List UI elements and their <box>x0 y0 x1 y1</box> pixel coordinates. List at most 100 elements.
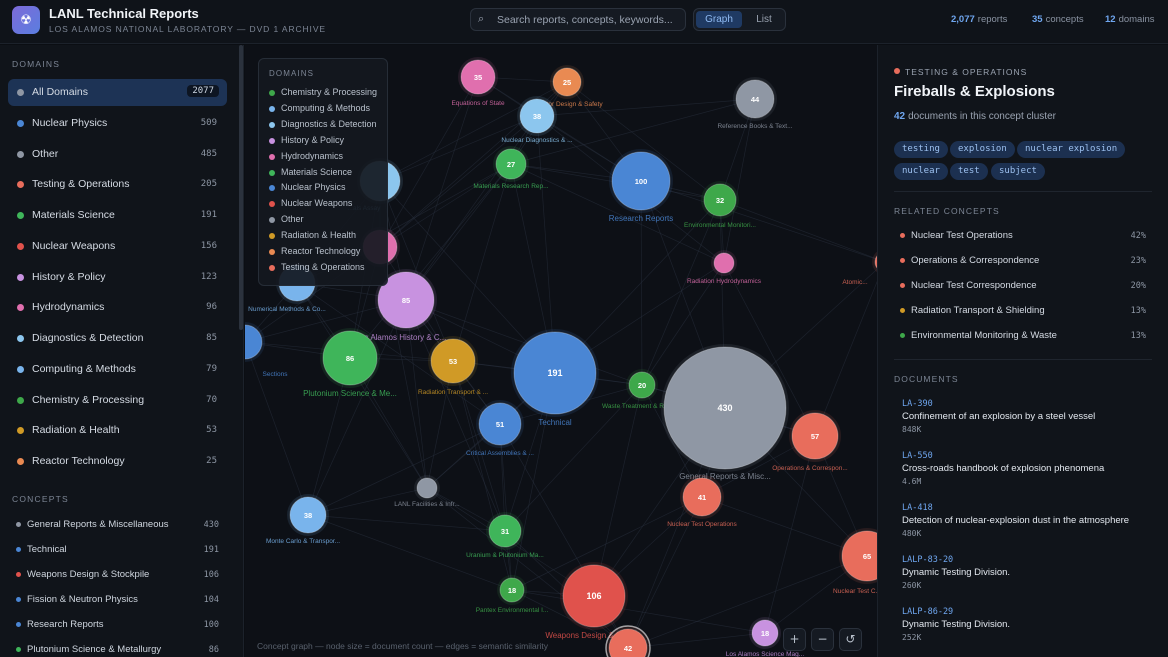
concept-item-research-reports[interactable]: Research Reports 100 <box>12 616 224 634</box>
document-id[interactable]: LALP-86-29 <box>902 607 954 617</box>
graph-node-research-reports[interactable]: 100 Research Reports <box>609 149 673 223</box>
legend-label: Nuclear Physics <box>281 182 346 193</box>
document-item-la-418[interactable]: LA-418 Detection of nuclear-explosion dus… <box>902 503 1152 547</box>
graph-edge <box>405 115 538 301</box>
detail-title: Fireballs & Explosions <box>894 83 1055 100</box>
graph-node-nuclear-test-c[interactable]: 65 Nuclear Test C... <box>833 528 877 595</box>
domains-stat: 12 domains <box>1105 14 1155 25</box>
concept-item-fission-and-neutron-physics[interactable]: Fission & Neutron Physics 104 <box>12 591 224 609</box>
graph-node-atomic[interactable]: Atomic... <box>842 249 877 286</box>
document-size: 4.6M <box>902 477 922 486</box>
graph-node-general-reports-and-misc[interactable]: 430 General Reports & Misc... <box>661 344 789 481</box>
graph-node-materials-research-rep[interactable]: 27 Materials Research Rep... <box>473 146 549 190</box>
related-item-radiation-transport-and-shielding[interactable]: Radiation Transport & Shielding 13% <box>894 303 1151 319</box>
domain-count: 156 <box>200 240 217 251</box>
graph-node-monte-carlo-and-transpor[interactable]: 38 Monte Carlo & Transpor... <box>266 494 340 545</box>
list-view-button[interactable]: List <box>756 14 772 25</box>
concept-item-technical[interactable]: Technical 191 <box>12 541 224 559</box>
document-item-la-550[interactable]: LA-550 Cross-roads handbook of explosion … <box>902 451 1152 495</box>
domain-item-reactor-technology[interactable]: Reactor Technology 25 <box>8 448 227 475</box>
graph-node-nuclear-test-operations[interactable]: 41 Nuclear Test Operations <box>667 475 738 528</box>
tag-subject[interactable]: subject <box>991 163 1045 180</box>
graph-node-los-alamos-history-and-c[interactable]: 85 Los Alamos History & C... <box>356 269 447 342</box>
graph-edge <box>379 180 556 374</box>
domain-item-all-domains[interactable]: All Domains 2077 <box>8 79 227 106</box>
document-item-lalp-83-20[interactable]: LALP-83-20 Dynamic Testing Division. 260K <box>902 555 1152 599</box>
graph-node-waste-treatment-and-reme[interactable]: 20 Waste Treatment & Reme... <box>602 369 682 410</box>
graph-node-reactor-design-and-safety[interactable]: 25 Reactor Design & Safety <box>531 65 603 108</box>
domain-item-chemistry-and-processing[interactable]: Chemistry & Processing 70 <box>8 387 227 414</box>
graph-node-radiation-transport-and[interactable]: 53 Radiation Transport & ... <box>418 336 488 396</box>
domain-item-diagnostics-and-detection[interactable]: Diagnostics & Detection 85 <box>8 325 227 352</box>
graph-node-pantex-environmental-i[interactable]: 18 Pantex Environmental I... <box>476 575 549 614</box>
graph-node-weapons-design-and-stock[interactable]: 106 Weapons Design & Stock... <box>545 562 643 640</box>
graph-canvas[interactable]: 35 Equations of State 25 Reactor Design & S… <box>245 45 877 657</box>
graph-edge <box>536 115 556 374</box>
tag-nuclear[interactable]: nuclear <box>894 163 948 180</box>
node-circle <box>663 346 787 470</box>
concept-item-plutonium-science-and-metallurgy[interactable]: Plutonium Science & Metallurgy 86 <box>12 641 224 657</box>
graph-edge <box>627 496 703 649</box>
graph-node-sections[interactable]: Sections <box>245 322 288 378</box>
domain-dot <box>17 365 24 373</box>
domain-item-nuclear-physics[interactable]: Nuclear Physics 509 <box>8 110 227 137</box>
node-circle <box>751 619 779 647</box>
concept-item-general-reports-and-miscellaneous[interactable]: General Reports & Miscellaneous 430 <box>12 516 224 534</box>
domain-dot <box>17 427 24 435</box>
node-count: 191 <box>547 368 562 378</box>
domain-item-hydrodynamics[interactable]: Hydrodynamics 96 <box>8 294 227 321</box>
node-label: Plutonium Science & Me... <box>303 389 397 398</box>
graph-view-button[interactable]: Graph <box>696 11 742 28</box>
graph-node-environmental-monitori[interactable]: 32 Environmental Monitori... <box>684 181 756 229</box>
tag-testing[interactable]: testing <box>894 141 948 158</box>
zoom-out-button[interactable]: − <box>811 628 834 651</box>
graph-node-radiation-hydrodynamics[interactable]: Radiation Hydrodynamics <box>687 250 762 285</box>
graph-node-critical-assemblies-and[interactable]: 51 Critical Assemblies & ... <box>466 400 534 457</box>
related-item-environmental-monitoring-and-waste[interactable]: Environmental Monitoring & Waste 13% <box>894 328 1151 344</box>
graph-node-uranium-and-plutonium-ma[interactable]: 31 Uranium & Plutonium Ma... <box>466 512 544 559</box>
document-item-lalp-86-29[interactable]: LALP-86-29 Dynamic Testing Division. 252K <box>902 607 1152 651</box>
node-count: 53 <box>449 357 457 366</box>
graph-edge <box>499 423 513 591</box>
domain-item-materials-science[interactable]: Materials Science 191 <box>8 202 227 229</box>
graph-node-technical[interactable]: 191 Technical <box>511 329 599 427</box>
graph-node-plutonium-science-and-me[interactable]: 86 Plutonium Science & Me... <box>303 328 397 398</box>
concept-label: General Reports & Miscellaneous <box>27 519 169 530</box>
graph-node-node-26[interactable]: 42 <box>606 626 650 657</box>
related-item-nuclear-test-correspondence[interactable]: Nuclear Test Correspondence 20% <box>894 278 1151 294</box>
domain-item-nuclear-weapons[interactable]: Nuclear Weapons 156 <box>8 233 227 260</box>
legend-dot <box>269 185 275 192</box>
zoom-in-button[interactable]: + <box>783 628 806 651</box>
document-id[interactable]: LA-418 <box>902 503 933 513</box>
related-item-nuclear-test-operations[interactable]: Nuclear Test Operations 42% <box>894 228 1151 244</box>
graph-node-nuclear-diagnostics-and[interactable]: 38 Nuclear Diagnostics & ... <box>501 96 573 144</box>
concept-item-weapons-design-and-stockpile[interactable]: Weapons Design & Stockpile 106 <box>12 566 224 584</box>
tag-nuclear-explosion[interactable]: nuclear explosion <box>1017 141 1126 158</box>
related-dot <box>900 333 905 338</box>
domain-item-history-and-policy[interactable]: History & Policy 123 <box>8 264 227 291</box>
domain-count: 509 <box>200 117 217 128</box>
search-input[interactable] <box>497 12 681 28</box>
domain-item-computing-and-methods[interactable]: Computing & Methods 79 <box>8 356 227 383</box>
document-id[interactable]: LALP-83-20 <box>902 555 954 565</box>
graph-node-operations-and-correspon[interactable]: 57 Operations & Correspon... <box>772 410 848 472</box>
document-item-la-390[interactable]: LA-390 Confinement of an explosion by a s… <box>902 399 1152 443</box>
search-box[interactable]: ⌕ <box>470 8 686 31</box>
node-circle <box>682 477 722 517</box>
document-id[interactable]: LA-390 <box>902 399 933 409</box>
domain-item-testing-and-operations[interactable]: Testing & Operations 205 <box>8 171 227 198</box>
node-circle <box>377 271 435 329</box>
concept-graph[interactable]: 35 Equations of State 25 Reactor Design & S… <box>245 45 877 657</box>
domain-item-other[interactable]: Other 485 <box>8 141 227 168</box>
tag-test[interactable]: test <box>950 163 988 180</box>
document-id[interactable]: LA-550 <box>902 451 933 461</box>
domain-item-radiation-and-health[interactable]: Radiation & Health 53 <box>8 417 227 444</box>
reset-view-button[interactable]: ↺ <box>839 628 862 651</box>
sidebar-scrollbar[interactable] <box>239 45 243 330</box>
graph-node-lanl-facilities-and-infr[interactable]: LANL Facilities & Infr... <box>394 475 460 508</box>
graph-node-reference-books-and-text[interactable]: 44 Reference Books & Text... <box>717 77 793 130</box>
graph-node-equations-of-state[interactable]: 35 Equations of State <box>451 57 505 107</box>
related-item-operations-and-correspondence[interactable]: Operations & Correspondence 23% <box>894 253 1151 269</box>
tag-explosion[interactable]: explosion <box>950 141 1015 158</box>
graph-node-los-alamos-science-mag[interactable]: 18 Los Alamos Science Mag... <box>726 617 805 657</box>
